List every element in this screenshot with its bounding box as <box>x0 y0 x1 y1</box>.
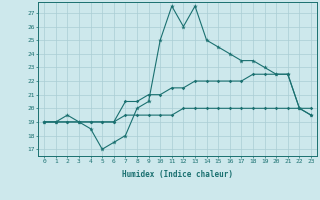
X-axis label: Humidex (Indice chaleur): Humidex (Indice chaleur) <box>122 170 233 179</box>
